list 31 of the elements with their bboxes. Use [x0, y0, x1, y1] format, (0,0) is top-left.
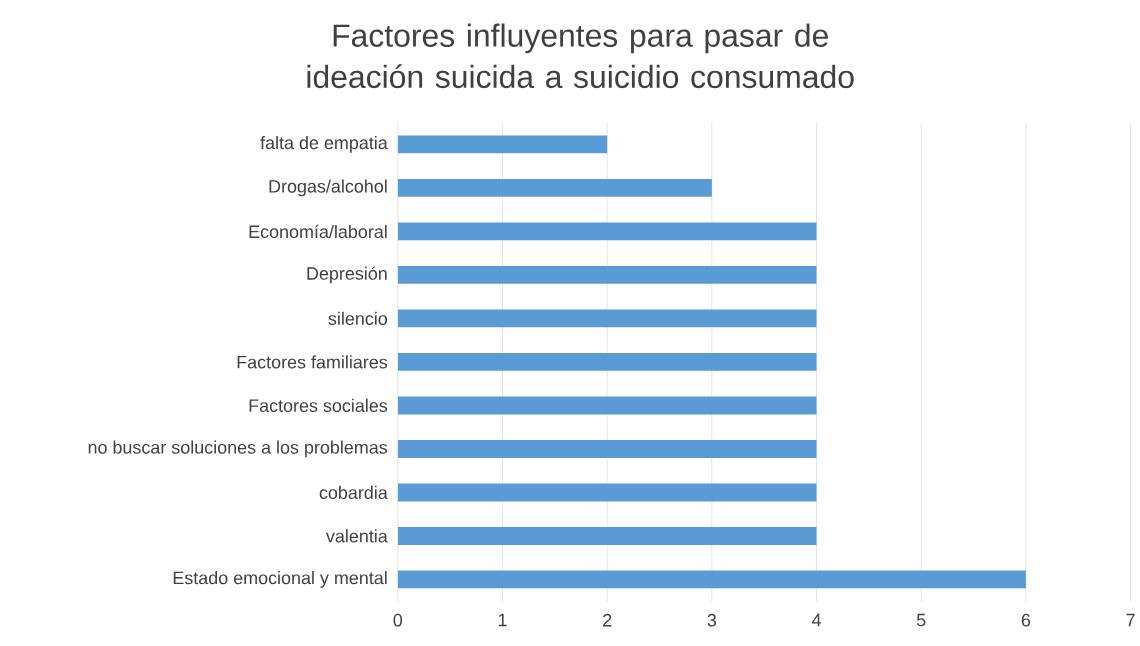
bar [397, 439, 817, 458]
x-tick-label: 0 [393, 613, 403, 627]
bar [397, 265, 817, 284]
x-tick-label: 2 [603, 613, 612, 627]
y-tick-label: no buscar soluciones a los problemas [88, 440, 388, 458]
bar [397, 309, 817, 328]
y-tick-label: Estado emocional y mental [173, 571, 387, 588]
bar [397, 222, 817, 241]
y-tick-label: valentia [326, 529, 388, 543]
y-tick-label: Economía/laboral [249, 224, 387, 239]
y-tick-label: silencio [328, 311, 388, 325]
bar [397, 526, 817, 545]
x-tick-label: 6 [1021, 613, 1031, 627]
y-tick-label: Depresión [307, 266, 387, 284]
x-tick-label: 7 [1126, 613, 1135, 627]
x-tick-label: 1 [498, 613, 507, 627]
y-tick-label: Factores familiares [237, 355, 388, 369]
bar [397, 396, 817, 415]
bar [397, 570, 1026, 589]
y-tick-label: Factores sociales [249, 398, 388, 412]
y-tick-label: falta de empatia [260, 135, 388, 153]
bar [397, 483, 817, 502]
y-tick-label: Drogas/alcohol [269, 179, 387, 197]
bar [397, 352, 817, 371]
x-tick-label: 5 [916, 613, 926, 627]
chart-title: Factores influyentes para pasar de ideación suicida a suicidio consumado [307, 23, 854, 89]
bar [397, 178, 712, 197]
x-tick-label: 3 [707, 613, 717, 627]
y-tick-label: cobardia [319, 485, 388, 499]
x-tick-label: 4 [811, 613, 822, 627]
bar [397, 135, 608, 154]
